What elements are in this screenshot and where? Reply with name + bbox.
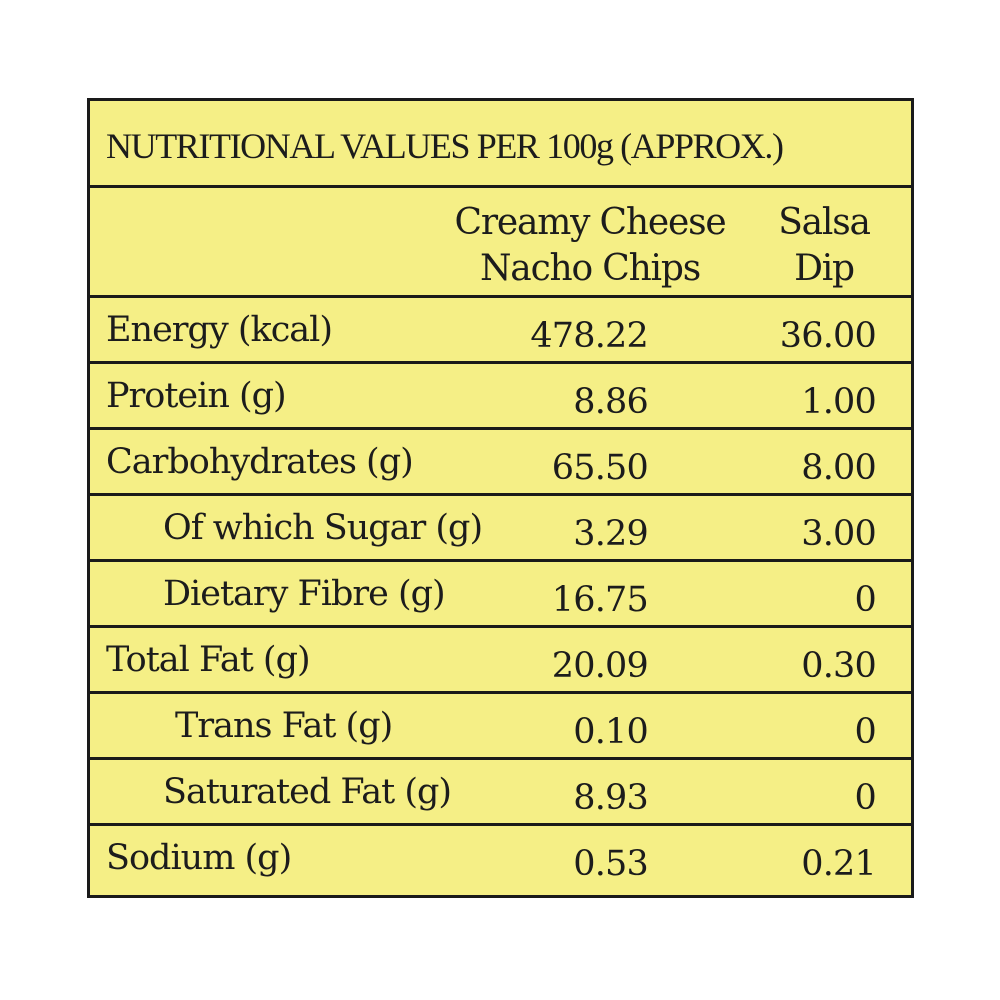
column-header-dip: Salsa Dip: [754, 200, 894, 292]
row-label: Total Fat (g): [106, 640, 311, 680]
table-row-sodium: Sodium (g) 0.53 0.21: [90, 826, 911, 890]
column-header-chips-line2: Nacho Chips: [480, 248, 701, 289]
table-row-protein: Protein (g) 8.86 1.00: [90, 364, 911, 430]
dip-value: 3.00: [801, 514, 877, 554]
column-header-row: Creamy Cheese Nacho Chips Salsa Dip: [90, 188, 911, 298]
chips-value: 478.22: [530, 316, 648, 356]
chips-value: 8.86: [573, 382, 649, 422]
table-title: NUTRITIONAL VALUES PER 100g (APPROX.): [106, 126, 784, 166]
row-label: Dietary Fibre (g): [163, 574, 446, 614]
table-row-fibre: Dietary Fibre (g) 16.75 0: [90, 562, 911, 628]
chips-value: 0.10: [573, 712, 649, 752]
row-label: Protein (g): [106, 376, 287, 416]
dip-value: 0: [854, 580, 877, 620]
dip-value: 36.00: [779, 316, 877, 356]
table-row-saturated-fat: Saturated Fat (g) 8.93 0: [90, 760, 911, 826]
table-row-sugar: Of which Sugar (g) 3.29 3.00: [90, 496, 911, 562]
dip-value: 0.21: [801, 844, 877, 884]
row-label: Energy (kcal): [106, 310, 333, 350]
chips-value: 3.29: [573, 514, 649, 554]
chips-value: 8.93: [573, 778, 649, 818]
row-label: Saturated Fat (g): [163, 772, 452, 812]
dip-value: 0: [854, 778, 877, 818]
dip-value: 1.00: [801, 382, 877, 422]
nutrition-table: NUTRITIONAL VALUES PER 100g (APPROX.) Cr…: [87, 98, 914, 898]
chips-value: 0.53: [573, 844, 649, 884]
table-title-row: NUTRITIONAL VALUES PER 100g (APPROX.): [90, 101, 911, 188]
table-row-carbohydrates: Carbohydrates (g) 65.50 8.00: [90, 430, 911, 496]
table-body: Energy (kcal) 478.22 36.00 Protein (g) 8…: [90, 298, 911, 890]
table-row-total-fat: Total Fat (g) 20.09 0.30: [90, 628, 911, 694]
column-header-chips: Creamy Cheese Nacho Chips: [450, 200, 730, 292]
row-label: Sodium (g): [106, 838, 292, 878]
table-row-energy: Energy (kcal) 478.22 36.00: [90, 298, 911, 364]
column-header-dip-line1: Salsa: [778, 202, 871, 243]
chips-value: 16.75: [551, 580, 649, 620]
dip-value: 0.30: [801, 646, 877, 686]
dip-value: 0: [854, 712, 877, 752]
chips-value: 20.09: [551, 646, 649, 686]
row-label: Carbohydrates (g): [106, 442, 414, 482]
column-header-dip-line2: Dip: [794, 248, 855, 289]
row-label: Trans Fat (g): [175, 706, 393, 746]
chips-value: 65.50: [551, 448, 649, 488]
table-row-trans-fat: Trans Fat (g) 0.10 0: [90, 694, 911, 760]
dip-value: 8.00: [801, 448, 877, 488]
row-label: Of which Sugar (g): [163, 508, 483, 548]
column-header-chips-line1: Creamy Cheese: [454, 202, 727, 243]
